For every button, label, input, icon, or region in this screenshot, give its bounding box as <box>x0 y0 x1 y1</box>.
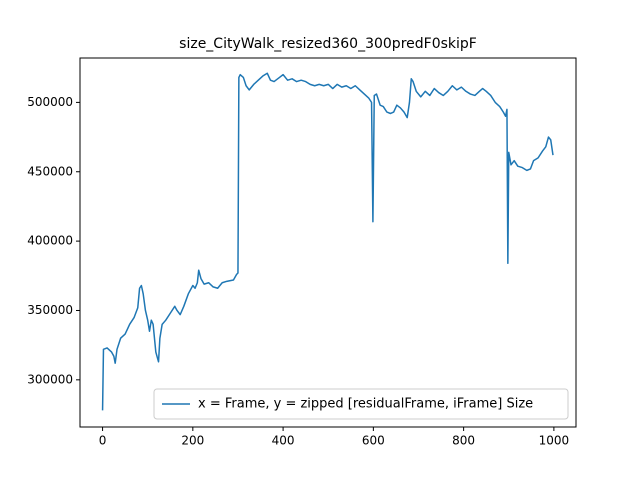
chart-title: size_CityWalk_resized360_300predF0skipF <box>179 36 477 52</box>
plot-frame <box>79 57 577 428</box>
y-tick-label: 350000 <box>27 303 73 317</box>
x-tick-label: 1000 <box>539 434 570 448</box>
x-tick-label: 600 <box>362 434 385 448</box>
data-line <box>101 72 554 411</box>
y-tick-label: 300000 <box>27 372 73 386</box>
x-tick-label: 800 <box>452 434 475 448</box>
legend-box <box>153 388 569 420</box>
legend-label: x = Frame, y = zipped [residualFrame, iF… <box>198 397 533 412</box>
x-tick-label: 400 <box>272 434 295 448</box>
y-tick-label: 450000 <box>27 164 73 178</box>
y-tick-label: 500000 <box>27 95 73 109</box>
x-tick-label: 200 <box>181 434 204 448</box>
y-tick-label: 400000 <box>27 234 73 248</box>
x-tick-label: 0 <box>99 434 107 448</box>
